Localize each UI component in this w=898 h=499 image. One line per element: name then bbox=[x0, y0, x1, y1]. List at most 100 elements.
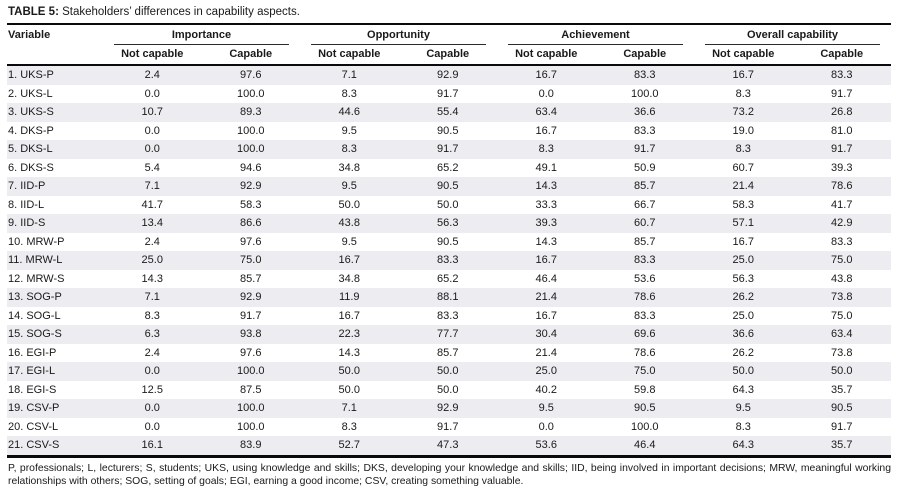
table-cell: 85.7 bbox=[240, 272, 262, 285]
table-cell: 83.3 bbox=[634, 309, 656, 322]
table-row: 19. CSV-P 0.0 100.0 7.1 92.9 9.5 90.5 9.5 90.5 bbox=[7, 399, 891, 418]
table-row: 21. CSV-S 16.1 83.9 52.7 47.3 53.6 46.4 64.3 35.… bbox=[7, 436, 891, 456]
table-cell: 100.0 bbox=[630, 420, 659, 433]
table-cell: 83.3 bbox=[437, 309, 459, 322]
row-label: 7. IID-P bbox=[8, 180, 46, 192]
table-cell: 16.7 bbox=[732, 235, 754, 248]
table-cell: 97.6 bbox=[240, 69, 262, 81]
table-cell: 58.3 bbox=[240, 198, 262, 211]
table-cell: 91.7 bbox=[634, 143, 656, 155]
table-cell: 50.0 bbox=[338, 383, 360, 396]
table-row: 8. IID-L 41.7 58.3 50.0 50.0 33.3 66.7 58.3 41.7 bbox=[7, 196, 891, 215]
table-cell: 85.7 bbox=[437, 346, 459, 359]
row-label: 12. MRW-S bbox=[8, 272, 65, 285]
table-cell: 39.3 bbox=[831, 161, 853, 174]
row-label: 17. EGI-L bbox=[8, 365, 56, 377]
table-cell: 63.4 bbox=[535, 106, 557, 118]
table-cell: 65.2 bbox=[437, 161, 459, 174]
table-cell: 91.7 bbox=[831, 420, 853, 433]
table-row: 10. MRW-P 2.4 97.6 9.5 90.5 14.3 85.7 16.7 83.3 bbox=[7, 233, 891, 252]
table-cell: 26.8 bbox=[831, 106, 853, 118]
table-cell: 30.4 bbox=[535, 328, 557, 340]
table-cell: 86.6 bbox=[240, 217, 262, 229]
table-cell: 49.1 bbox=[535, 161, 557, 174]
column-group-importance: Importance bbox=[103, 25, 300, 45]
table-cell: 39.3 bbox=[535, 217, 557, 229]
table-cell: 50.9 bbox=[634, 161, 656, 174]
table-cell: 55.4 bbox=[437, 106, 459, 118]
table-cell: 43.8 bbox=[338, 217, 360, 229]
table-cell: 83.3 bbox=[634, 254, 656, 266]
group-label-importance: Importance bbox=[114, 27, 289, 45]
row-label: 5. DKS-L bbox=[8, 143, 53, 155]
table-cell: 52.7 bbox=[338, 439, 360, 451]
column-header-variable: Variable bbox=[7, 25, 103, 66]
table-cell: 35.7 bbox=[831, 383, 853, 396]
table-cell: 50.0 bbox=[831, 365, 853, 377]
table-cell: 53.6 bbox=[535, 439, 557, 451]
table-cell: 100.0 bbox=[630, 87, 659, 100]
table-cell: 75.0 bbox=[634, 365, 656, 377]
table-cell: 83.3 bbox=[831, 69, 853, 81]
table-cell: 83.3 bbox=[634, 69, 656, 81]
table-cell: 93.8 bbox=[240, 328, 262, 340]
table-cell: 42.9 bbox=[831, 217, 853, 229]
row-label: 14. SOG-L bbox=[8, 309, 61, 322]
table-cell: 75.0 bbox=[831, 254, 853, 266]
table-cell: 56.3 bbox=[437, 217, 459, 229]
table-cell: 14.3 bbox=[535, 180, 557, 192]
table-cell: 90.5 bbox=[437, 180, 459, 192]
table-cell: 22.3 bbox=[338, 328, 360, 340]
table-cell: 81.0 bbox=[831, 124, 853, 137]
table-cell: 21.4 bbox=[535, 291, 557, 303]
table-cell: 90.5 bbox=[831, 402, 853, 414]
table-cell: 8.3 bbox=[341, 143, 357, 155]
table-cell: 91.7 bbox=[831, 87, 853, 100]
table-cell: 83.3 bbox=[437, 254, 459, 266]
table-cell: 46.4 bbox=[634, 439, 656, 451]
table-cell: 16.7 bbox=[732, 69, 754, 81]
table-cell: 63.4 bbox=[831, 328, 853, 340]
table-cell: 50.0 bbox=[437, 198, 459, 211]
table-cell: 14.3 bbox=[535, 235, 557, 248]
table-cell: 7.1 bbox=[341, 402, 357, 414]
table-cell: 33.3 bbox=[535, 198, 557, 211]
table-cell: 64.3 bbox=[732, 383, 754, 396]
row-label: 3. UKS-S bbox=[8, 106, 54, 118]
row-label: 10. MRW-P bbox=[8, 235, 65, 248]
table-cell: 5.4 bbox=[144, 161, 160, 174]
table-cell: 60.7 bbox=[732, 161, 754, 174]
table-cell: 11.9 bbox=[338, 291, 360, 303]
column-header-importance-not-capable: Not capable bbox=[103, 45, 202, 66]
table-cell: 100.0 bbox=[236, 87, 265, 100]
row-label: 6. DKS-S bbox=[8, 161, 54, 174]
table-row: 15. SOG-S 6.3 93.8 22.3 77.7 30.4 69.6 36.6 63.4 bbox=[7, 325, 891, 344]
table-cell: 78.6 bbox=[634, 291, 656, 303]
table-cell: 8.3 bbox=[538, 143, 554, 155]
group-header-row: Variable Importance Opportunity Achievem… bbox=[7, 25, 891, 66]
table-cell: 2.4 bbox=[144, 346, 160, 359]
table-body: 1. UKS-P 2.4 97.6 7.1 92.9 16.7 83.3 16.7 83.3 2.… bbox=[7, 65, 891, 456]
table-cell: 60.7 bbox=[634, 217, 656, 229]
row-label: 21. CSV-S bbox=[8, 439, 60, 451]
row-label: 9. IID-S bbox=[8, 217, 46, 229]
column-header-overall-not-capable: Not capable bbox=[694, 45, 793, 66]
table-cell: 97.6 bbox=[240, 235, 262, 248]
table-cell: 92.9 bbox=[240, 291, 262, 303]
table-cell: 16.7 bbox=[338, 254, 360, 266]
row-label: 13. SOG-P bbox=[8, 291, 62, 303]
table-cell: 87.5 bbox=[240, 383, 262, 396]
table-cell: 66.7 bbox=[634, 198, 656, 211]
table-cell: 85.7 bbox=[634, 235, 656, 248]
table-cell: 7.1 bbox=[144, 180, 160, 192]
table-cell: 90.5 bbox=[634, 402, 656, 414]
table-row: 5. DKS-L 0.0 100.0 8.3 91.7 8.3 91.7 8.3 91.7 bbox=[7, 140, 891, 159]
table-row: 16. EGI-P 2.4 97.6 14.3 85.7 21.4 78.6 26.2 73.8 bbox=[7, 344, 891, 363]
table-cell: 10.7 bbox=[141, 106, 163, 118]
table-cell: 0.0 bbox=[144, 402, 160, 414]
table-cell: 9.5 bbox=[735, 402, 751, 414]
table-cell: 91.7 bbox=[437, 87, 459, 100]
table-cell: 34.8 bbox=[338, 272, 360, 285]
table-cell: 50.0 bbox=[437, 365, 459, 377]
table-cell: 46.4 bbox=[535, 272, 557, 285]
